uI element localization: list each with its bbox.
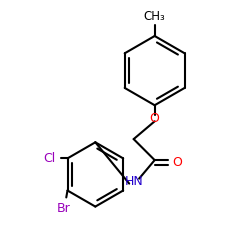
Text: Br: Br (57, 202, 71, 215)
Text: O: O (150, 112, 160, 124)
Text: HN: HN (124, 174, 143, 188)
Text: Cl: Cl (43, 152, 55, 165)
Text: O: O (172, 156, 182, 169)
Text: CH₃: CH₃ (144, 10, 166, 23)
